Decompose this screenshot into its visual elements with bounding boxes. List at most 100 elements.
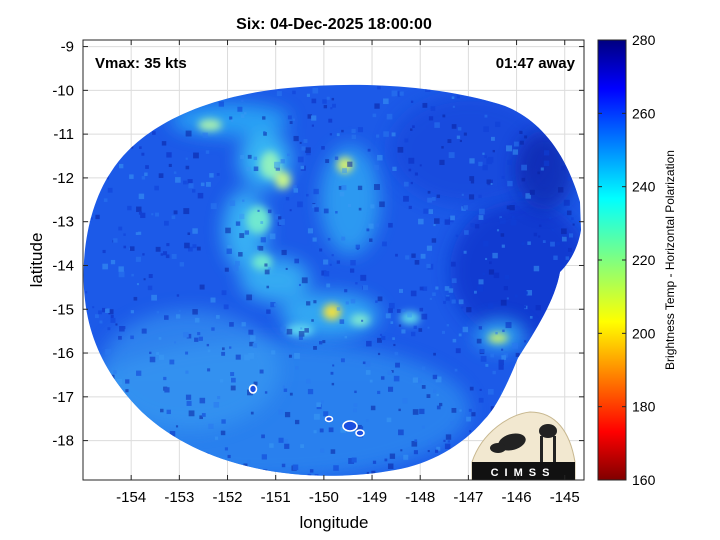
swath-pixel: [312, 237, 317, 242]
swath-pixel: [160, 253, 164, 256]
swath-pixel: [274, 303, 278, 307]
swath-pixel: [304, 328, 309, 333]
swath-pixel: [345, 301, 349, 305]
swath-pixel: [450, 421, 454, 425]
swath-pixel: [506, 145, 513, 152]
swath-pixel: [342, 168, 347, 173]
swath-pixel: [515, 352, 520, 357]
swath-pixel: [187, 179, 193, 185]
swath-pixel: [261, 434, 265, 439]
swath-pixel: [185, 165, 190, 170]
swath-pixel: [447, 139, 452, 144]
swath-pixel: [426, 245, 433, 251]
swath-pixel: [295, 366, 299, 370]
swath-pixel: [456, 135, 461, 139]
swath-pixel: [244, 230, 250, 235]
swath-pixel: [338, 185, 343, 190]
swath-pixel: [192, 309, 198, 315]
swath-pixel: [103, 198, 108, 202]
swath-pixel: [427, 439, 431, 443]
swath-pixel: [509, 205, 515, 211]
swath-pixel: [213, 402, 220, 408]
swath-pixel: [550, 241, 555, 247]
swath-pixel: [347, 203, 352, 208]
swath-pixel: [423, 208, 429, 214]
swath-pixel: [538, 235, 541, 238]
swath-pixel: [227, 245, 233, 251]
swath-pixel: [136, 283, 139, 286]
swath-pixel: [448, 288, 454, 293]
swath-pixel: [199, 415, 203, 420]
swath-pixel: [230, 119, 234, 122]
swath-pixel: [187, 246, 193, 252]
swath-pixel: [411, 440, 418, 447]
swath-pixel: [301, 146, 306, 151]
swath-pixel: [567, 176, 572, 181]
swath-pixel: [244, 112, 247, 115]
swath-pixel: [484, 155, 488, 159]
swath-pixel: [501, 175, 505, 179]
swath-pixel: [221, 290, 227, 296]
swath-pixel: [282, 385, 285, 388]
swath-pixel: [351, 128, 356, 133]
swath-pixel: [179, 262, 185, 267]
swath-pixel: [421, 313, 428, 320]
swath-pixel: [248, 329, 254, 335]
swath-pixel: [164, 315, 169, 320]
swath-pixel: [171, 254, 177, 259]
swath-pixel: [410, 100, 414, 103]
swath-pixel: [568, 233, 574, 238]
swath-pixel: [483, 241, 489, 247]
swath-pixel: [247, 389, 253, 396]
swath-pixel: [326, 283, 331, 288]
swath-pixel: [397, 146, 404, 153]
swath-pixel: [287, 115, 292, 120]
swath-pixel: [331, 97, 335, 101]
swath-pixel: [356, 247, 359, 250]
swath-pixel: [300, 444, 305, 449]
swath-pixel: [175, 425, 179, 428]
swath-pixel: [411, 253, 416, 258]
swath-pixel: [330, 371, 334, 375]
swath-pixel: [280, 159, 285, 164]
swath-pixel: [436, 446, 441, 451]
swath-pixel: [478, 326, 483, 330]
swath-pixel: [542, 240, 546, 244]
swath-pixel: [430, 106, 436, 112]
swath-pixel: [142, 253, 145, 256]
swath-pixel: [357, 185, 363, 191]
swath-pixel: [160, 408, 164, 413]
swath-pixel: [326, 96, 330, 100]
swath-pixel: [197, 192, 204, 199]
swath-pixel: [178, 309, 181, 312]
x-tick-label: -146: [502, 489, 532, 506]
swath-pixel: [149, 356, 156, 363]
swath-pixel: [169, 359, 175, 365]
swath-pixel: [307, 388, 314, 395]
swath-pixel: [319, 428, 324, 433]
swath-pixel: [389, 453, 396, 459]
swath-pixel: [286, 328, 293, 335]
swath-pixel: [298, 331, 305, 337]
swath-pixel: [193, 152, 199, 159]
swath-pixel: [413, 450, 418, 455]
swath-pixel: [366, 340, 372, 347]
swath-pixel: [138, 193, 145, 200]
swath-pixel: [152, 131, 156, 135]
swath-pixel: [323, 271, 330, 277]
colorbar-tick-label: 220: [632, 252, 656, 268]
swath-pixel: [478, 194, 482, 199]
swath-pixel: [435, 449, 439, 453]
swath-pixel: [427, 326, 430, 329]
swath-pixel: [284, 411, 291, 418]
logo-text: CIMSS: [491, 467, 556, 479]
swath-pixel: [298, 283, 302, 287]
swath-pixel: [505, 322, 512, 329]
swath-pixel: [404, 138, 409, 143]
swath-pixel: [259, 369, 264, 374]
island: [355, 429, 365, 437]
swath-pixel: [503, 286, 508, 291]
swath-pixel: [231, 377, 236, 383]
swath-pixel: [130, 335, 134, 340]
swath-pixel: [144, 172, 148, 176]
